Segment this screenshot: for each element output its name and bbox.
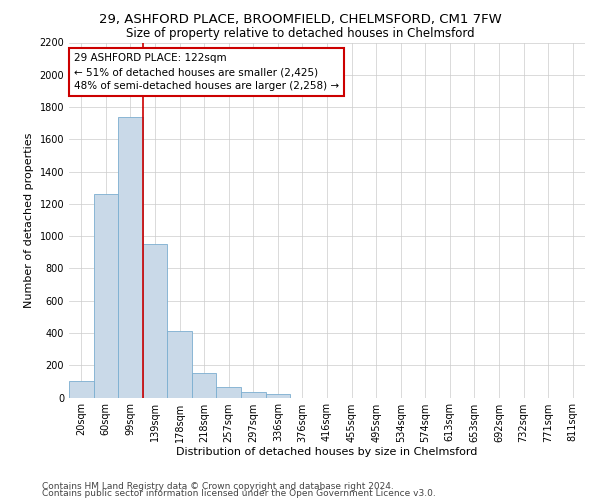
Text: 29 ASHFORD PLACE: 122sqm
← 51% of detached houses are smaller (2,425)
48% of sem: 29 ASHFORD PLACE: 122sqm ← 51% of detach… — [74, 53, 339, 91]
Bar — [192, 374, 217, 398]
Bar — [143, 244, 167, 398]
Bar — [266, 394, 290, 398]
Bar — [69, 382, 94, 398]
Bar — [217, 387, 241, 398]
Bar — [167, 332, 192, 398]
Bar — [118, 116, 143, 398]
Text: Size of property relative to detached houses in Chelmsford: Size of property relative to detached ho… — [125, 28, 475, 40]
Bar — [241, 392, 266, 398]
Text: Contains public sector information licensed under the Open Government Licence v3: Contains public sector information licen… — [42, 490, 436, 498]
X-axis label: Distribution of detached houses by size in Chelmsford: Distribution of detached houses by size … — [176, 448, 478, 458]
Text: Contains HM Land Registry data © Crown copyright and database right 2024.: Contains HM Land Registry data © Crown c… — [42, 482, 394, 491]
Bar — [94, 194, 118, 398]
Text: 29, ASHFORD PLACE, BROOMFIELD, CHELMSFORD, CM1 7FW: 29, ASHFORD PLACE, BROOMFIELD, CHELMSFOR… — [98, 12, 502, 26]
Y-axis label: Number of detached properties: Number of detached properties — [24, 132, 34, 308]
